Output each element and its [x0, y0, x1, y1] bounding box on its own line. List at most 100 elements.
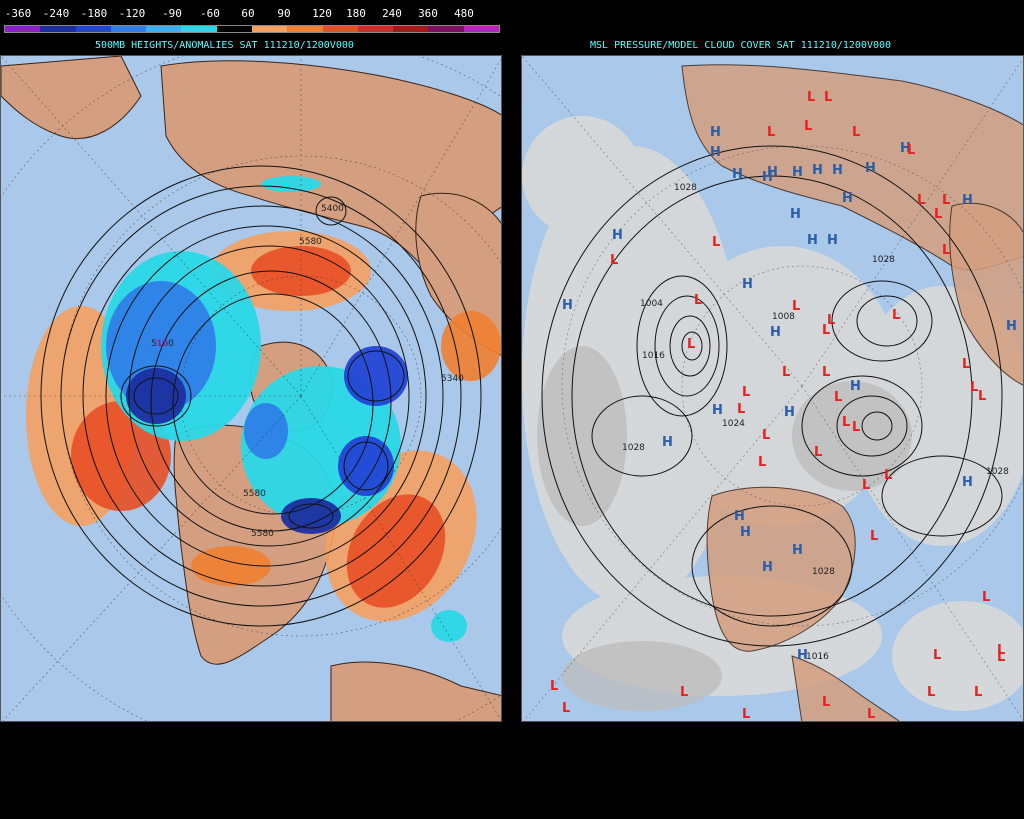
contour-label: 5340	[441, 374, 464, 384]
500mb-heights-anomaly-map: 5580 5580 5580 5400 5160 5340 51	[0, 55, 502, 722]
low-pressure-marker: L	[610, 253, 618, 268]
high-pressure-marker: H	[842, 191, 853, 206]
low-pressure-marker: L	[867, 707, 875, 722]
high-pressure-marker: H	[562, 298, 573, 313]
high-pressure-marker: H	[797, 648, 808, 663]
low-pressure-marker: L	[824, 90, 832, 105]
colorbar-swatch	[357, 26, 394, 32]
isobar-label: 1004	[640, 299, 663, 309]
high-pressure-marker: H	[784, 405, 795, 420]
colorbar-swatch	[110, 26, 147, 32]
low-pressure-marker: L	[687, 337, 695, 352]
low-pressure-marker: L	[822, 323, 830, 338]
high-pressure-marker: H	[900, 141, 911, 156]
500mb-map-svg: 5580 5580 5580 5400 5160 5340 51	[1, 56, 501, 721]
high-pressure-marker: H	[662, 435, 673, 450]
left-panel: -360 -240 -180 -120 -90 -60 60 90 120 18…	[0, 0, 502, 819]
high-pressure-marker: H	[740, 525, 751, 540]
colorbar-label: -60	[200, 7, 220, 20]
isobar-label: 1008	[772, 312, 795, 322]
graticule	[522, 56, 1023, 721]
low-pressure-marker: L	[758, 455, 766, 470]
low-pressure-marker: L	[822, 695, 830, 710]
colorbar-label: 360	[418, 7, 438, 20]
low-pressure-marker: L	[680, 685, 688, 700]
siberia-landmass	[1, 56, 142, 140]
colorbar-label: 480	[454, 7, 474, 20]
low-pressure-marker: L	[550, 679, 558, 694]
contour-label: 5580	[251, 529, 274, 539]
low-pressure-marker: L	[712, 235, 720, 250]
colorbar-swatch	[5, 26, 41, 32]
negative-anomaly-arctic-south	[338, 436, 394, 496]
colorbar-swatch	[216, 26, 252, 32]
low-pressure-marker: L	[782, 365, 790, 380]
msl-pressure-cloud-map: 1028 1028 1028 1028 1004 1008 1016 1024 …	[521, 55, 1024, 722]
low-pressure-marker: L	[814, 445, 822, 460]
colorbar-label: -180	[80, 7, 108, 20]
colorbar-swatch	[428, 26, 464, 32]
low-pressure-marker: L	[892, 308, 900, 323]
low-pressure-marker: L	[917, 193, 925, 208]
low-pressure-marker: L	[962, 357, 970, 372]
colorbar-label: -90	[162, 7, 182, 20]
low-pressure-marker: L	[742, 707, 750, 722]
low-pressure-marker: L	[827, 313, 835, 328]
high-pressure-marker: H	[762, 560, 773, 575]
graticule	[1, 56, 501, 721]
isobar-label: 1028	[872, 255, 895, 265]
low-pressure-marker: L	[737, 402, 745, 417]
low-pressure-marker: L	[562, 701, 570, 716]
high-pressure-marker: H	[812, 163, 823, 178]
high-pressure-marker: H	[1006, 319, 1017, 334]
msl-map-svg: 1028 1028 1028 1028 1004 1008 1016 1024 …	[522, 56, 1023, 722]
low-pressure-marker: L	[978, 389, 986, 404]
colorbar-swatch	[181, 26, 217, 32]
high-pressure-marker: H	[865, 161, 876, 176]
low-pressure-marker: L	[852, 420, 860, 435]
low-pressure-marker: L	[974, 685, 982, 700]
high-pressure-marker: H	[767, 165, 778, 180]
left-panel-title: 500MB HEIGHTS/ANOMALIES SAT 111210/1200V…	[95, 40, 354, 51]
high-pressure-marker: H	[710, 145, 721, 160]
contour-label: 5580	[299, 237, 322, 247]
contour-label: 51	[156, 339, 167, 349]
colorbar-label: 240	[382, 7, 402, 20]
colorbar-swatch	[251, 26, 288, 32]
low-pressure-marker: L	[884, 468, 892, 483]
low-pressure-marker: L	[767, 125, 775, 140]
isobar-label: 1028	[812, 567, 835, 577]
colorbar-label: -240	[42, 7, 70, 20]
high-pressure-marker: H	[770, 325, 781, 340]
colorbar-label: 120	[312, 7, 332, 20]
low-pressure-marker: L	[927, 685, 935, 700]
panel-divider	[502, 0, 521, 819]
low-pressure-marker: L	[942, 243, 950, 258]
high-pressure-marker: H	[734, 509, 745, 524]
high-pressure-marker: H	[762, 170, 773, 185]
negative-anomaly-subtropics	[431, 610, 467, 642]
anomaly-colorbar	[4, 25, 500, 33]
isobar-label: 1028	[986, 467, 1009, 477]
negative-anomaly-hudson	[281, 498, 341, 534]
low-pressure-marker: L	[804, 119, 812, 134]
colorbar-swatch	[463, 26, 499, 32]
high-pressure-marker: H	[850, 379, 861, 394]
colorbar-label: -120	[118, 7, 146, 20]
low-pressure-marker: L	[933, 648, 941, 663]
europe-landmass	[949, 202, 1023, 386]
low-pressure-marker: L	[982, 590, 990, 605]
low-pressure-marker: L	[997, 650, 1005, 665]
colorbar-swatch	[75, 26, 111, 32]
low-pressure-marker: L	[807, 90, 815, 105]
right-panel-title: MSL PRESSURE/MODEL CLOUD COVER SAT 11121…	[590, 40, 892, 51]
high-pressure-marker: H	[712, 403, 723, 418]
colorbar-label: 180	[346, 7, 366, 20]
isobar-label: 1028	[622, 443, 645, 453]
low-pressure-marker: L	[934, 207, 942, 222]
south-america-landmass	[330, 661, 501, 721]
right-panel: MSL PRESSURE/MODEL CLOUD COVER SAT 11121…	[521, 0, 1024, 819]
colorbar-label: -360	[4, 7, 32, 20]
low-pressure-marker: L	[997, 643, 1005, 658]
